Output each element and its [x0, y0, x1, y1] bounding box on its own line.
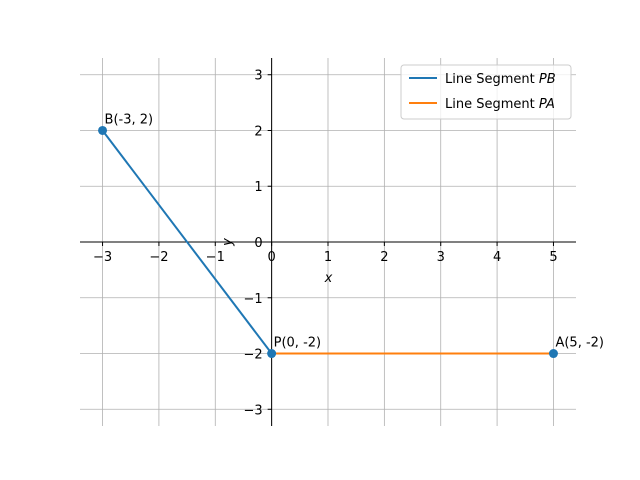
- data-point-0: [98, 125, 108, 135]
- y-tick-label-4: 1: [254, 180, 262, 195]
- legend: Line Segment PB Line Segment PA: [400, 64, 572, 120]
- x-axis-label: x: [324, 271, 333, 286]
- point-label-0: B(-3, 2): [105, 112, 154, 127]
- y-axis-label: y: [221, 238, 236, 247]
- x-tick-label-3: 0: [267, 250, 275, 265]
- y-tick-label-0: −3: [243, 403, 262, 418]
- legend-label-0: Line Segment PB: [445, 72, 556, 87]
- x-tick-label-1: −2: [149, 250, 168, 265]
- point-label-2: A(5, -2): [555, 336, 604, 351]
- y-tick-label-1: −2: [243, 348, 262, 363]
- x-tick-label-5: 2: [380, 250, 388, 265]
- x-tick-label-6: 3: [437, 250, 445, 265]
- ticks: −3 −2 −1 0 1 2 3 4 5 −3 −2 −1 0 1 2 3: [93, 69, 558, 419]
- legend-box: [400, 64, 572, 120]
- x-tick-label-0: −3: [93, 250, 112, 265]
- series-line-pb: [101, 129, 273, 355]
- legend-label-1: Line Segment PA: [445, 97, 555, 112]
- data-point-1: [267, 349, 277, 359]
- x-tick-label-2: −1: [206, 250, 225, 265]
- y-tick-label-3: 0: [254, 236, 262, 251]
- y-tick-label-2: −1: [243, 292, 262, 307]
- y-tick-label-5: 2: [254, 124, 262, 139]
- y-tick-label-6: 3: [254, 69, 262, 84]
- x-tick-label-7: 4: [493, 250, 501, 265]
- data-points: B(-3, 2) P(0, -2) A(5, -2): [98, 112, 604, 359]
- series-lines: [101, 129, 554, 355]
- data-point-2: [548, 349, 558, 359]
- x-tick-label-8: 5: [549, 250, 557, 265]
- x-tick-label-4: 1: [324, 250, 332, 265]
- point-label-1: P(0, -2): [274, 336, 321, 351]
